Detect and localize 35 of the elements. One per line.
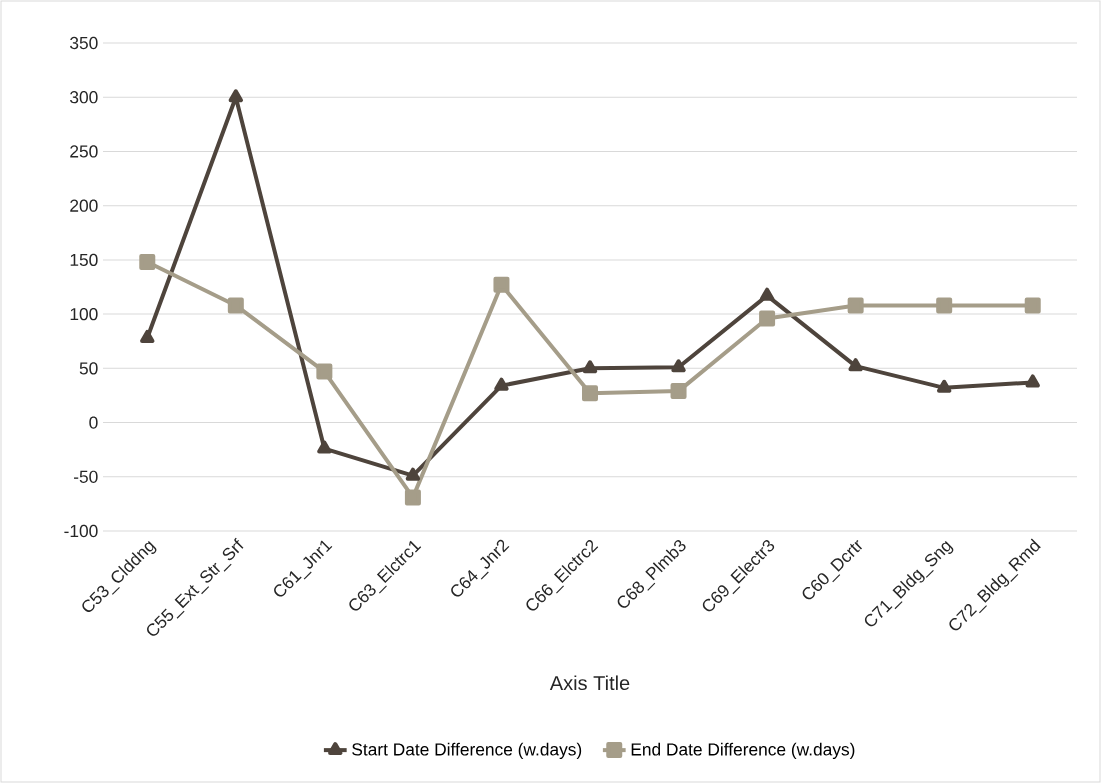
y-tick-label: 300: [70, 91, 98, 104]
y-tick-label: 200: [70, 199, 98, 212]
point: [140, 329, 155, 343]
point: [493, 276, 510, 293]
point: [936, 297, 953, 314]
point: [228, 89, 244, 103]
y-tick-label: 0: [89, 416, 98, 429]
point: [316, 363, 333, 380]
point: [936, 379, 952, 393]
x-axis-title: Axis Title: [549, 675, 630, 691]
y-tick-label: 350: [70, 36, 98, 50]
y-tick-label: 250: [70, 145, 98, 158]
point: [139, 254, 156, 271]
point: [582, 385, 598, 402]
y-tick-label: 50: [79, 362, 98, 375]
point: [759, 287, 775, 301]
y-tick-label: -50: [74, 470, 98, 483]
point: [494, 377, 509, 391]
point: [670, 383, 687, 400]
point: [405, 467, 421, 481]
point: [1025, 374, 1040, 388]
y-tick-label: -100: [64, 524, 98, 538]
point: [227, 297, 244, 314]
point: [847, 297, 864, 314]
point: [848, 358, 863, 372]
y-tick-label: 150: [70, 253, 98, 267]
point: [671, 359, 686, 373]
point: [1024, 297, 1041, 314]
legend-label: Start Date Difference (w.days): [352, 742, 582, 759]
point: [404, 489, 421, 506]
point: [317, 440, 332, 454]
point: [759, 310, 776, 327]
y-tick-label: 100: [70, 307, 98, 321]
point: [582, 360, 598, 374]
legend-label: End Date Difference (w.days): [631, 742, 855, 759]
